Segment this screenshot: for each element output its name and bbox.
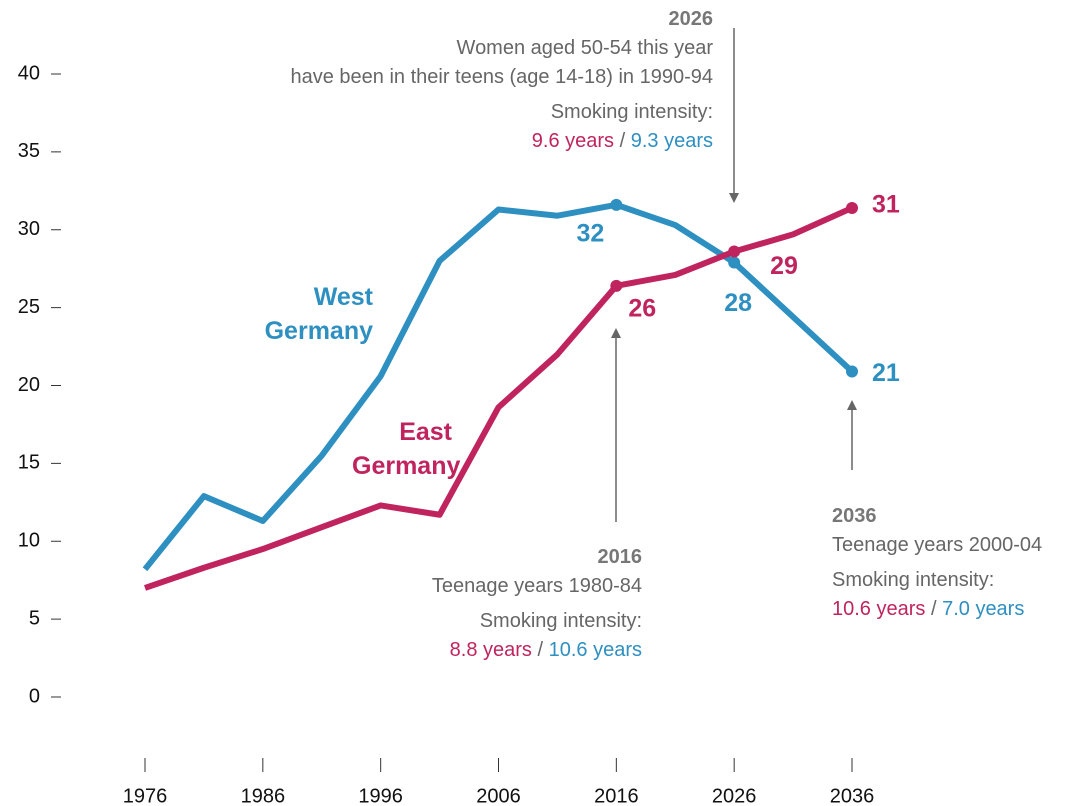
- annotation-text: Smoking intensity:: [479, 610, 642, 632]
- west-value: 7.0 years: [942, 598, 1025, 620]
- annotation: 2016 Teenage years 1980-84 Smoking inten…: [432, 543, 642, 665]
- x-tick-label: 2016: [594, 785, 639, 806]
- y-tick-label: 5: [29, 607, 40, 629]
- annotation-intensity: 8.8 years / 10.6 years: [432, 636, 642, 665]
- data-label: 21: [872, 359, 900, 387]
- annotation: 2036 Teenage years 2000-04 Smoking inten…: [832, 502, 1042, 624]
- x-tick-label: 1986: [241, 785, 286, 806]
- series-label: East Germany: [352, 418, 461, 480]
- data-label: 32: [577, 219, 605, 247]
- data-label: 31: [872, 191, 900, 219]
- y-tick-label: 15: [18, 452, 40, 474]
- data-label: 28: [724, 289, 752, 317]
- annotation-year: 2016: [597, 546, 643, 568]
- annotation-year: 2036: [832, 505, 877, 527]
- point: [728, 256, 741, 269]
- annotation-text: Teenage years 1980-84: [431, 575, 642, 597]
- series-label: West Germany: [264, 283, 373, 345]
- data-label: 26: [628, 294, 656, 322]
- y-tick-label: 35: [18, 140, 40, 162]
- data-label: 29: [770, 252, 798, 280]
- y-tick-label: 10: [18, 530, 40, 552]
- annotation: 2026 Women aged 50-54 this year have bee…: [290, 5, 713, 156]
- east-value: 9.6 years: [531, 130, 615, 152]
- annotation-text: have been in their teens (age 14-18) in …: [290, 66, 713, 88]
- y-tick-label: 25: [18, 296, 40, 318]
- y-tick-label: 40: [18, 62, 40, 84]
- line: [144, 205, 854, 591]
- x-tick-label: 2036: [830, 785, 875, 806]
- separator: /: [619, 130, 626, 152]
- annotation-text: Smoking intensity:: [550, 101, 713, 123]
- x-tick-label: 2026: [712, 785, 757, 806]
- annotation-intensity: 9.6 years / 9.3 years: [290, 127, 713, 156]
- line: [142, 201, 855, 572]
- separator: /: [930, 598, 937, 620]
- x-tick-label: 1996: [358, 785, 403, 806]
- east-value: 10.6 years: [832, 598, 926, 620]
- x-tick-label: 1976: [123, 785, 168, 806]
- y-tick-label: 30: [18, 218, 40, 240]
- annotation-intensity: 10.6 years / 7.0 years: [832, 595, 1042, 624]
- west-value: 9.3 years: [630, 130, 713, 152]
- point: [728, 245, 741, 258]
- annotation-year: 2026: [668, 8, 714, 30]
- y-tick-label: 20: [18, 374, 40, 396]
- annotation-text: Teenage years 2000-04: [832, 534, 1043, 556]
- point: [610, 279, 623, 292]
- annotation-text: Smoking intensity:: [832, 569, 995, 591]
- point: [610, 198, 623, 211]
- separator: /: [537, 639, 544, 661]
- east-value: 8.8 years: [449, 639, 532, 661]
- point: [846, 201, 858, 214]
- annotation-text: Women aged 50-54 this year: [456, 37, 713, 59]
- point: [846, 365, 858, 378]
- west-value: 10.6 years: [548, 639, 642, 661]
- x-tick-label: 2006: [476, 785, 521, 806]
- y-tick-label: 0: [29, 685, 40, 707]
